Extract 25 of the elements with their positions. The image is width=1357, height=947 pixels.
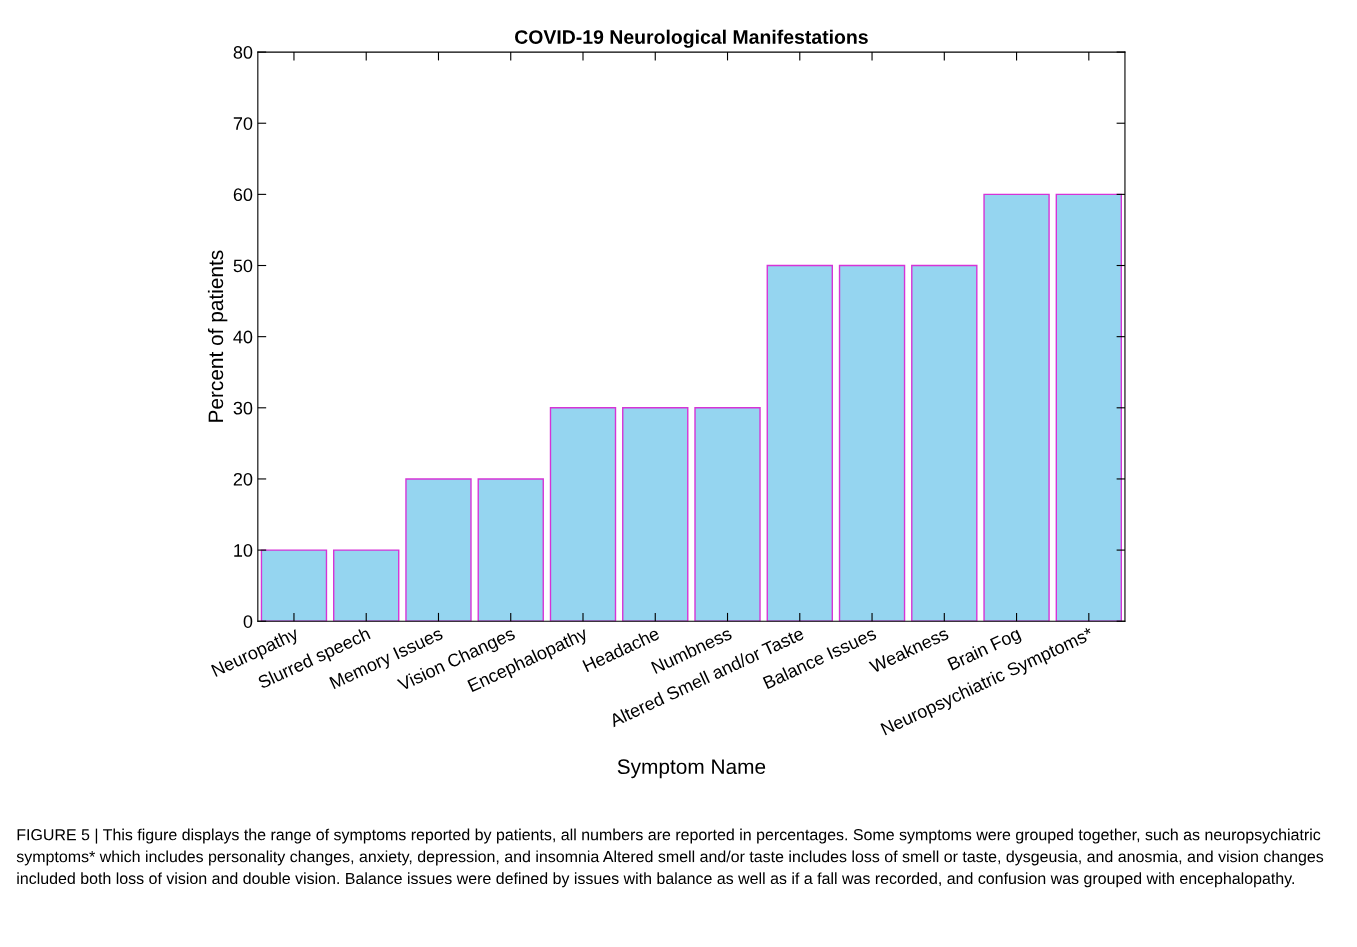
bar: [333, 549, 400, 622]
y-tick-label: 30: [233, 401, 253, 415]
bar: [622, 407, 689, 622]
bar: [549, 407, 617, 622]
bar: [983, 193, 1050, 622]
bar: [694, 407, 761, 622]
y-axis-title: Percent of patients: [207, 250, 228, 422]
bar: [911, 264, 978, 622]
bar: [260, 549, 328, 622]
y-tick-label: 0: [243, 615, 253, 628]
bar: [1055, 193, 1123, 622]
bar: [477, 478, 544, 622]
y-tick-label: 20: [233, 472, 253, 486]
y-tick-label: 40: [233, 330, 253, 344]
chart-title: COVID-19 Neurological Manifestations: [515, 29, 868, 48]
caption: FIGURE 5 | This figure displays the range of symptoms reported by patients, all numbers are reported in percentages. Some symptoms were grouped together, such as neuropsychiatric symptoms* which includes personality changes, anxiety, depression, and insomnia Altered smell and/or taste includes loss of smell or taste, dysgeusia, and anosmia, and vision changes included both loss of vision and double vision. Balance issues were defined by issues with balance as well as if a fall was recorded, and confusion was grouped with encephalopathy.: [16, 828, 1324, 888]
y-tick-label: 10: [234, 544, 253, 557]
y-tick-label: 80: [233, 46, 253, 59]
x-axis-title: Symptom Name: [617, 759, 766, 779]
y-tick-label: 50: [233, 259, 253, 273]
bar: [766, 264, 833, 622]
bar: [405, 478, 472, 622]
y-tick-label: 70: [233, 117, 253, 130]
y-tick-label: 60: [233, 188, 253, 202]
bar: [838, 264, 906, 622]
